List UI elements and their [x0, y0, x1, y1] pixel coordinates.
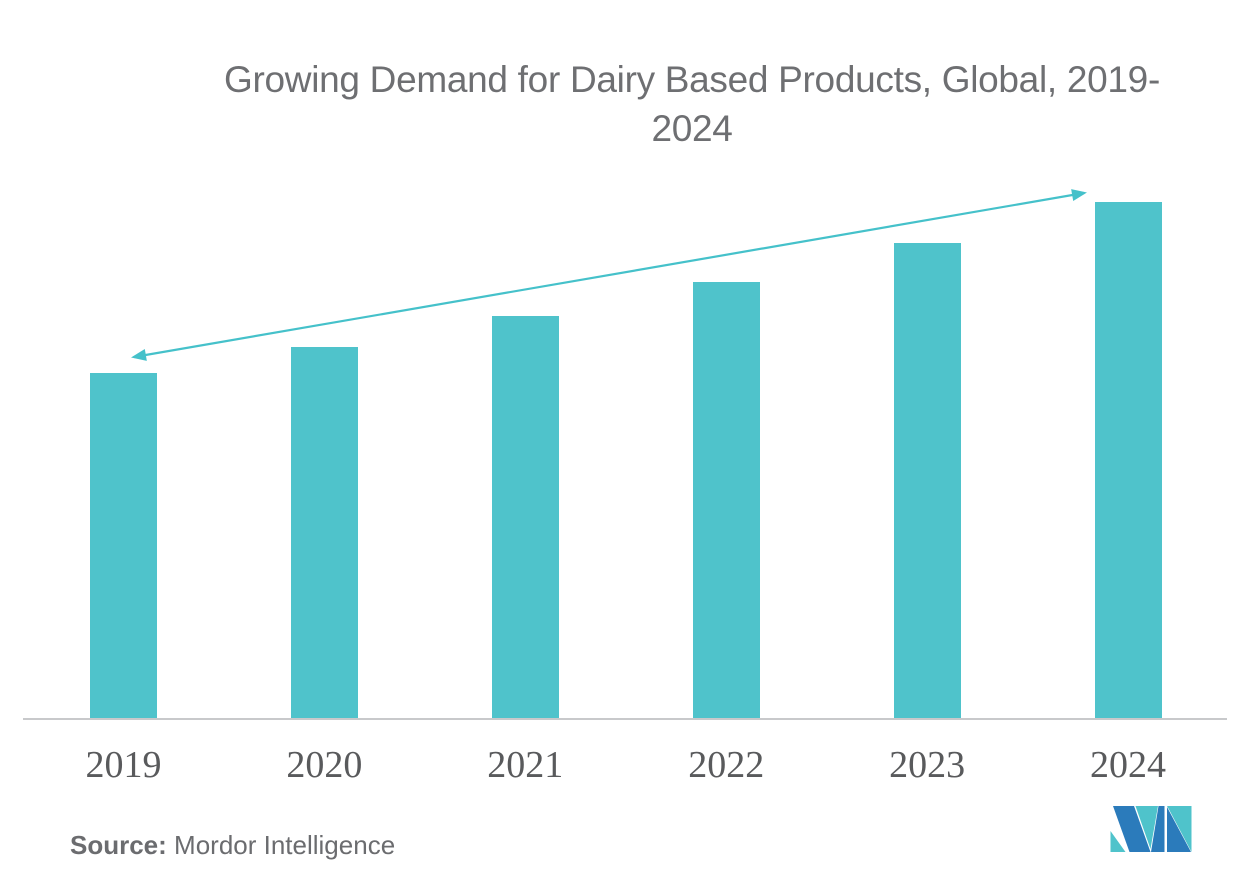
- logo-m-left-teal-triangle: [1110, 831, 1126, 852]
- x-axis-line: [23, 718, 1227, 720]
- x-tick-label-2020: 2020: [286, 744, 363, 786]
- chart-title-line2: 2024: [651, 108, 733, 149]
- x-tick-label-2019: 2019: [85, 744, 162, 786]
- chart-title-line1: Growing Demand for Dairy Based Products,…: [224, 59, 1160, 100]
- x-tick-label-2023: 2023: [889, 744, 966, 786]
- logo-i-teal-triangle: [1167, 806, 1192, 852]
- bar-2021: [491, 316, 559, 719]
- logo-m-left-blue-band: [1113, 806, 1151, 852]
- logo-i-blue-triangle: [1167, 807, 1191, 852]
- bar-2024: [1094, 202, 1162, 719]
- logo-m-valley-teal-triangle: [1135, 806, 1158, 849]
- source-value: Mordor Intelligence: [166, 830, 396, 860]
- x-tick-label-2021: 2021: [487, 744, 564, 786]
- bar-2022: [692, 282, 760, 719]
- bar-2019: [90, 373, 157, 719]
- mordor-intelligence-logo: [1110, 806, 1192, 852]
- source-label: Source:: [70, 830, 167, 860]
- x-tick-label-2024: 2024: [1090, 744, 1166, 786]
- bar-2020: [290, 347, 358, 719]
- logo-m-right-blue-band: [1151, 806, 1165, 852]
- chart-title: Growing Demand for Dairy Based Products,…: [136, 55, 1248, 153]
- x-tick-label-2022: 2022: [688, 744, 765, 786]
- source-text: Source: Mordor Intelligence: [70, 830, 395, 861]
- bar-2023: [893, 243, 961, 719]
